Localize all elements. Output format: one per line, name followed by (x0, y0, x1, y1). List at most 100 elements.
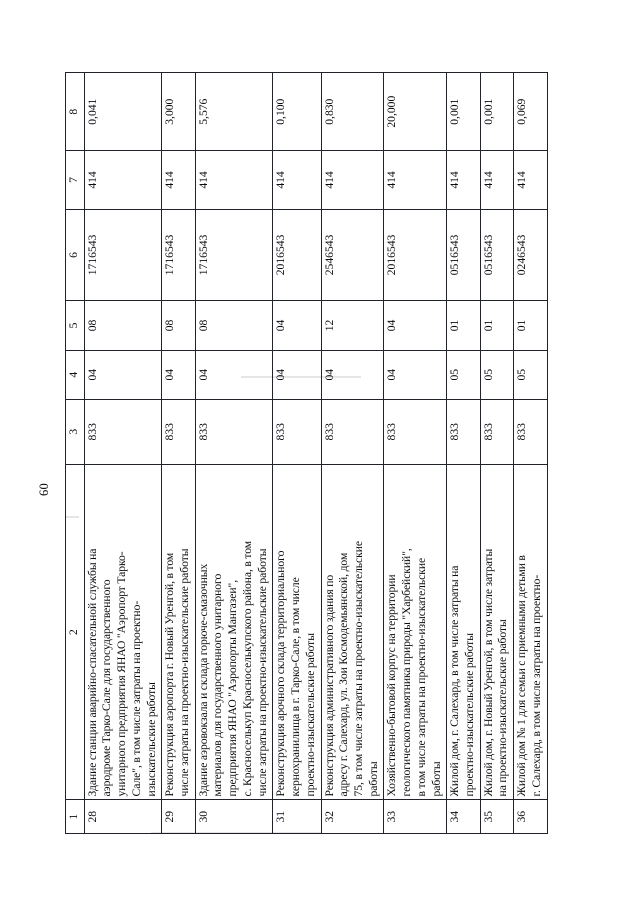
section-code: 04 (272, 349, 321, 399)
column-number-6: 6 (65, 208, 85, 301)
budget-appropriations-table: 1 2 3 4 5 6 7 8 28 Здание станции аварийно-спасат… (65, 72, 548, 834)
description-line: адресу г. Салехард, ул. Зои Космодемьянс… (337, 552, 351, 796)
chief-administrator-code: 833 (513, 398, 548, 464)
object-description: Жилой дом, г. Новый Уренгой, в том числе… (480, 463, 514, 800)
target-item-code: 2016543 (383, 208, 447, 301)
description-line: г. Салехард, в том числе затраты на прое… (529, 574, 543, 796)
chief-administrator-code: 833 (480, 398, 514, 464)
table-row: 28 Здание станции аварийно-спасательной с… (84, 72, 162, 833)
description-line: Хозяйственно-бытовой корпус на территори… (385, 573, 399, 796)
expense-type-code: 414 (84, 150, 162, 209)
target-item-code: 2546543 (321, 208, 384, 301)
object-description: Жилой дом, г. Салехард, в том числе затр… (446, 463, 481, 800)
description-line: Жилой дом, г. Новый Уренгой, в том числе… (481, 548, 495, 796)
row-number: 31 (272, 799, 321, 833)
column-number-5: 5 (65, 300, 85, 350)
amount-value: 0,001 (480, 72, 514, 151)
row-number: 33 (383, 799, 447, 833)
row-number: 29 (161, 799, 196, 833)
column-number-1: 1 (65, 799, 85, 833)
description-line: предприятия ЯНАО "Аэропорты Мангазеи", (226, 579, 240, 796)
amount-value: 0,830 (321, 72, 384, 151)
object-description: Реконструкция арочного склада территориа… (272, 463, 321, 800)
description-line: с. Красноселькуп Красноселькупского райо… (240, 540, 254, 796)
amount-value: 0,100 (272, 72, 321, 151)
subsection-code: 01 (480, 300, 514, 350)
description-line: Здание аэровокзала и склада горюче-смазо… (196, 563, 210, 796)
object-description: Здание аэровокзала и склада горюче-смазо… (195, 463, 273, 800)
object-description: Жилой дом № 1 для семьи с приемными деть… (513, 463, 548, 800)
column-number-7: 7 (65, 150, 85, 209)
table-row: 36 Жилой дом № 1 для семьи с приемными де… (513, 72, 548, 833)
table-body: 1 2 3 4 5 6 7 8 28 Здание станции аварийно-спасат… (65, 72, 548, 833)
amount-value: 0,069 (513, 72, 548, 151)
subsection-code: 08 (195, 300, 273, 350)
chief-administrator-code: 833 (195, 398, 273, 464)
description-line: изыскательские работы (144, 681, 158, 796)
description-line: работы (366, 760, 380, 796)
amount-value: 20,000 (383, 72, 447, 151)
amount-value: 3,000 (161, 72, 196, 151)
chief-administrator-code: 833 (84, 398, 162, 464)
section-code: 05 (513, 349, 548, 399)
table-row: 34 Жилой дом, г. Салехард, в том числе за… (446, 72, 481, 833)
subsection-code: 04 (383, 300, 447, 350)
column-number-3: 3 (65, 398, 85, 464)
target-item-code: 0516543 (480, 208, 514, 301)
description-line: геологического памятника природы "Харбей… (400, 547, 414, 796)
object-description: Реконструкция административного здания п… (321, 463, 384, 800)
section-code: 04 (84, 349, 162, 399)
subsection-code: 01 (513, 300, 548, 350)
chief-administrator-code: 833 (321, 398, 384, 464)
chief-administrator-code: 833 (383, 398, 447, 464)
table-row: 31 Реконструкция арочного склада территор… (272, 72, 321, 833)
subsection-code: 01 (446, 300, 481, 350)
subsection-code: 08 (161, 300, 196, 350)
description-line: Сале", в том числе затраты на проектно- (129, 600, 143, 796)
target-item-code: 1716543 (84, 208, 162, 301)
chief-administrator-code: 833 (161, 398, 196, 464)
description-line: Реконструкция арочного склада территориа… (274, 550, 288, 796)
column-number-2: 2 (65, 463, 85, 800)
subsection-code: 12 (321, 300, 384, 350)
subsection-code: 08 (84, 300, 162, 350)
section-code: 04 (383, 349, 447, 399)
table-row: 29 Реконструкция аэропорта г. Новый Уренг… (161, 72, 196, 833)
description-line: Жилой дом № 1 для семьи с приемными деть… (515, 554, 529, 796)
description-line: унитарного предприятия ЯНАО "Аэропорт Та… (115, 550, 129, 796)
expense-type-code: 414 (321, 150, 384, 209)
description-line: в том числе затраты на проектно-изыскате… (414, 557, 428, 796)
description-line: 75, в том числе затраты на проектно-изыс… (351, 540, 365, 796)
description-line: проектно-изыскательские работы (462, 632, 476, 796)
description-line: аэродроме Тарко-Сале для государственног… (100, 579, 114, 796)
row-number: 35 (480, 799, 514, 833)
amount-value: 0,041 (84, 72, 162, 151)
expense-type-code: 414 (383, 150, 447, 209)
row-number: 30 (195, 799, 273, 833)
expense-type-code: 414 (272, 150, 321, 209)
table-row: 32 Реконструкция административного здания… (321, 72, 384, 833)
table-row: 35 Жилой дом, г. Новый Уренгой, в том чис… (480, 72, 514, 833)
section-code: 04 (161, 349, 196, 399)
description-line: числе затраты на проектно-изыскательские… (178, 548, 192, 796)
amount-value: 0,001 (446, 72, 481, 151)
expense-type-code: 414 (513, 150, 548, 209)
amount-value: 5,576 (195, 72, 273, 151)
table-row: 30 Здание аэровокзала и склада горюче-сма… (195, 72, 273, 833)
column-number-4: 4 (65, 349, 85, 399)
description-line: числе затраты на проектно-изыскательские… (255, 548, 269, 796)
description-line: Жилой дом, г. Салехард, в том числе затр… (448, 565, 462, 796)
section-code: 04 (321, 349, 384, 399)
description-line: кернохранилища в г. Тарко-Сале, в том чи… (289, 576, 303, 796)
description-line: материалов для государственного унитарно… (211, 573, 225, 796)
expense-type-code: 414 (480, 150, 514, 209)
expense-type-code: 414 (446, 150, 481, 209)
column-number-8: 8 (65, 72, 85, 151)
table-row: 33 Хозяйственно-бытовой корпус на террито… (383, 72, 447, 833)
target-item-code: 1716543 (161, 208, 196, 301)
description-line: Реконструкция административного здания п… (322, 574, 336, 796)
subsection-code: 04 (272, 300, 321, 350)
